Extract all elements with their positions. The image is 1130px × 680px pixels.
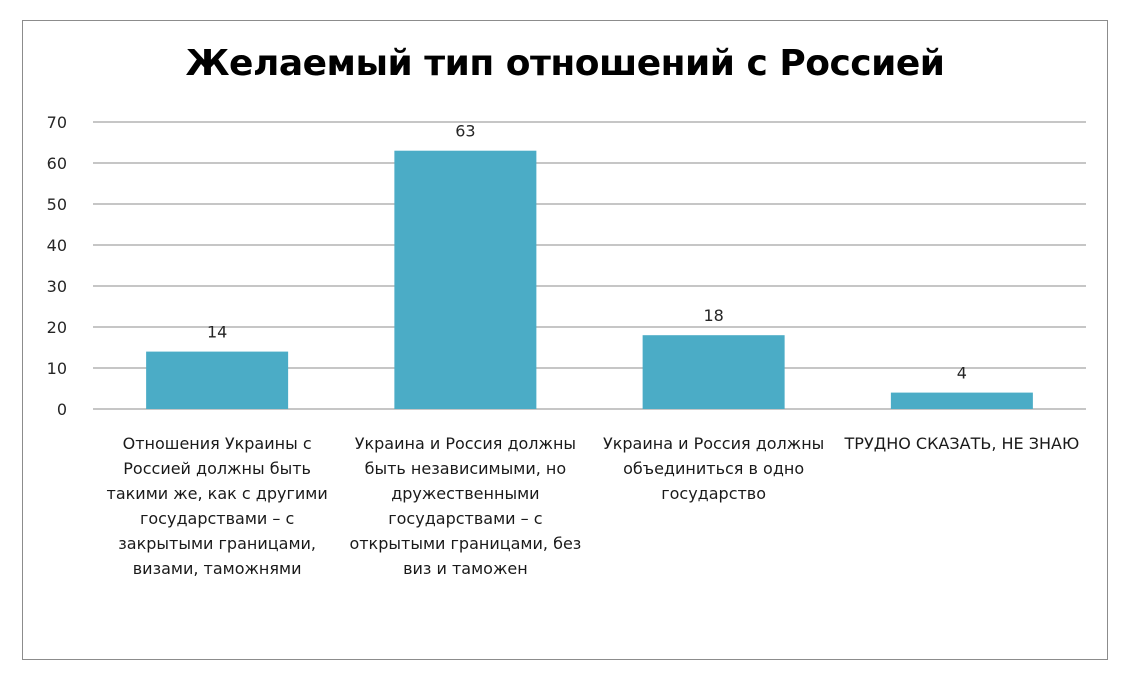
chart-plot: 0 10 20 30 40 50 60 70 14 63 18 4	[47, 113, 1086, 419]
y-tick-label: 40	[47, 236, 67, 255]
y-tick-label: 20	[47, 318, 67, 337]
data-label: 18	[703, 306, 723, 325]
x-category-label: Украина и Россия должны быть независимым…	[349, 434, 582, 578]
bar-1	[146, 351, 289, 409]
chart-title: Желаемый тип отношений с Россией	[185, 43, 945, 84]
y-tick-label: 60	[47, 154, 67, 173]
data-label: 63	[455, 122, 475, 141]
x-category-label: Украина и Россия должны объединиться в о…	[602, 434, 825, 503]
bar-4	[890, 392, 1033, 409]
y-tick-label: 50	[47, 195, 67, 214]
y-tick-label: 0	[57, 400, 67, 419]
y-tick-label: 70	[47, 113, 67, 132]
x-category-label: Отношения Украины с Россией должны быть …	[106, 434, 328, 578]
bar-2	[394, 150, 537, 409]
x-category-label: ТРУДНО СКАЗАТЬ, НЕ ЗНАЮ	[844, 434, 1080, 453]
y-tick-label: 10	[47, 359, 67, 378]
data-label: 4	[957, 364, 967, 383]
bar-3	[642, 335, 785, 409]
y-tick-label: 30	[47, 277, 67, 296]
data-label: 14	[207, 323, 227, 342]
chart-frame: Желаемый тип отношений с Россией 0 10 20 30…	[22, 20, 1108, 660]
